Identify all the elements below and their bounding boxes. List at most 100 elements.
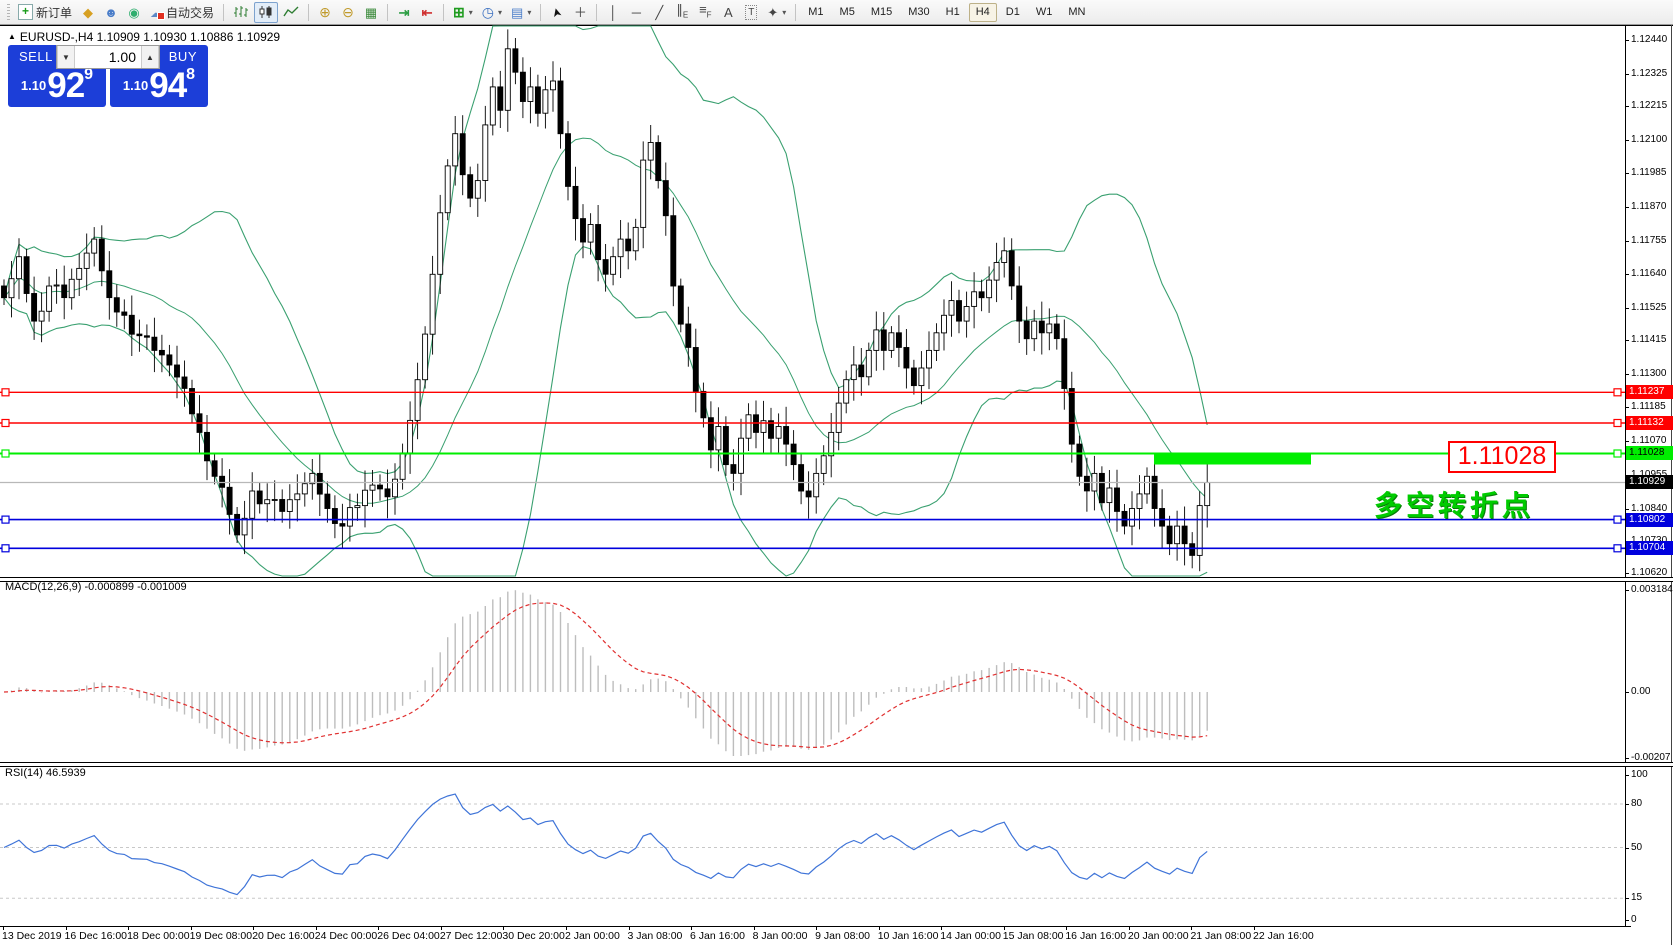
timeframe-button-H4[interactable]: H4	[968, 2, 997, 22]
price-level-text-box[interactable]: 1.11028	[1448, 441, 1556, 473]
time-label: 9 Jan 08:00	[815, 930, 871, 942]
cursor-button[interactable]: ➤	[546, 2, 568, 23]
price-tick-label: 1.12215	[1631, 99, 1668, 111]
new-order-button[interactable]: + 新订单	[14, 2, 76, 23]
time-tick	[1066, 926, 1068, 930]
autotrading-label: 自动交易	[166, 5, 215, 20]
time-tick	[1003, 926, 1005, 930]
candlestick-chart-button[interactable]	[254, 1, 279, 23]
fibonacci-button[interactable]: ≡F	[694, 2, 716, 23]
time-label: 19 Dec 08:00	[189, 930, 253, 942]
macd-window-separator[interactable]	[0, 577, 1673, 582]
line-chart-button[interactable]	[279, 2, 303, 23]
line-chart-icon	[283, 6, 299, 17]
rsi-tick-label: 80	[1631, 798, 1643, 809]
price-tick-label: 1.11415	[1631, 334, 1667, 346]
one-click-trading-panel: SELL 1.10929 BUY 1.10948 ▼ ▲	[8, 45, 208, 107]
trendline-button[interactable]: ╱	[648, 2, 670, 23]
toolbar: + 新订单 ◆ ☻ ◉ ☁ 自动交易 ⊕ ⊖ ▦ ⇥ ⇤ ⊞▾ ◷▾ ▤▾ ➤	[0, 0, 1673, 25]
time-label: 26 Dec 04:00	[377, 930, 440, 942]
toolbar-grip[interactable]	[7, 4, 10, 20]
rsi-window-separator[interactable]	[0, 762, 1673, 767]
vertical-line-button[interactable]: │	[602, 2, 624, 23]
autotrading-icon: ☁	[150, 6, 166, 20]
buy-price: 1.10948	[122, 66, 196, 105]
arrows-icon: ✦	[767, 4, 779, 20]
timeframe-group: M1 M5 M15 M30 H1 H4 D1 W1 MN	[801, 2, 1092, 22]
timeframe-button-MN[interactable]: MN	[1061, 3, 1092, 22]
timeframe-button-D1[interactable]: D1	[999, 3, 1027, 22]
timeframe-button-M5[interactable]: M5	[833, 3, 862, 22]
timeframe-button-H1[interactable]: H1	[939, 3, 967, 22]
chart-canvas[interactable]	[0, 25, 1625, 926]
market-watch-button[interactable]: ◆	[77, 2, 99, 23]
time-label: 22 Jan 16:00	[1253, 930, 1314, 942]
equidistant-channel-button[interactable]: ∥E	[671, 2, 693, 23]
text-label-button[interactable]: T	[740, 2, 762, 23]
timeframe-button-M1[interactable]: M1	[801, 3, 830, 22]
chart-shift-button[interactable]: ⇤	[416, 2, 438, 23]
time-tick	[1191, 926, 1193, 930]
time-label: 27 Dec 12:00	[439, 930, 503, 942]
line-handle[interactable]	[1613, 418, 1622, 428]
signals-button[interactable]: ◉	[123, 2, 145, 23]
price-tick	[1625, 373, 1629, 375]
line-handle[interactable]	[1, 515, 10, 524]
time-label: 18 Dec 00:00	[127, 930, 190, 942]
tile-windows-button[interactable]: ▦	[360, 2, 382, 23]
line-handle[interactable]	[1613, 449, 1622, 458]
time-label: 13 Dec 2019	[2, 930, 62, 942]
line-handle[interactable]	[1613, 388, 1622, 397]
toolbar-separator	[387, 3, 389, 21]
crosshair-button[interactable]: ＋	[569, 2, 591, 23]
volume-increase-button[interactable]: ▲	[141, 46, 159, 68]
toolbar-separator	[795, 3, 797, 21]
line-handle[interactable]	[1, 388, 10, 397]
timeframe-button-M30[interactable]: M30	[901, 3, 936, 22]
zoom-in-icon: ⊕	[319, 3, 331, 20]
price-tick	[1625, 105, 1629, 107]
periods-icon: ◷	[481, 3, 494, 20]
timeframe-button-W1[interactable]: W1	[1029, 3, 1060, 22]
collapse-arrow-icon[interactable]: ▲	[8, 32, 16, 41]
line-handle[interactable]	[1613, 515, 1622, 524]
text-button[interactable]: A	[717, 2, 739, 23]
horizontal-line-button[interactable]: ─	[625, 2, 647, 23]
rsi-tick-label: 0	[1631, 914, 1637, 925]
navigator-button[interactable]: ☻	[100, 2, 122, 23]
bar-chart-icon	[234, 6, 249, 17]
time-label: 16 Jan 16:00	[1065, 930, 1127, 942]
auto-scroll-button[interactable]: ⇥	[393, 2, 415, 23]
periods-button[interactable]: ◷ ▾	[478, 2, 506, 23]
timeframe-button-M15[interactable]: M15	[864, 3, 899, 22]
macd-tick	[1625, 692, 1629, 693]
turning-point-annotation[interactable]: 多空转折点	[1374, 490, 1535, 521]
price-marker-1.10929: 1.10929	[1626, 475, 1673, 490]
zoom-out-button[interactable]: ⊖	[337, 2, 359, 23]
templates-button[interactable]: ▤ ▾	[507, 2, 535, 23]
zoom-out-icon: ⊖	[342, 3, 354, 20]
rsi-tick	[1625, 898, 1629, 900]
volume-input[interactable]	[75, 46, 141, 68]
indicators-button[interactable]: ⊞ ▾	[449, 2, 477, 23]
sell-price: 1.10929	[20, 66, 94, 105]
line-handle[interactable]	[1, 418, 10, 428]
line-handle[interactable]	[1613, 544, 1622, 553]
line-handle[interactable]	[1, 544, 10, 553]
rsi-tick-label: 100	[1631, 769, 1648, 780]
time-tick	[941, 926, 943, 930]
bar-chart-button[interactable]	[229, 2, 253, 23]
time-tick	[65, 926, 67, 930]
arrows-button[interactable]: ✦ ▾	[763, 2, 790, 23]
zoom-in-button[interactable]: ⊕	[314, 2, 336, 23]
autotrading-button[interactable]: ☁ 自动交易	[146, 2, 218, 23]
line-handle[interactable]	[1, 449, 10, 458]
volume-decrease-button[interactable]: ▼	[57, 46, 75, 68]
time-label: 8 Jan 00:00	[752, 930, 808, 942]
price-tick-label: 1.11525	[1631, 301, 1667, 313]
highlight-bar[interactable]	[1154, 452, 1311, 465]
autotrading-stopped-badge	[157, 11, 166, 20]
equidistant-channel-icon: ∥E	[676, 1, 689, 20]
time-label: 24 Dec 00:00	[314, 930, 378, 942]
indicators-icon: ⊞	[453, 3, 465, 20]
